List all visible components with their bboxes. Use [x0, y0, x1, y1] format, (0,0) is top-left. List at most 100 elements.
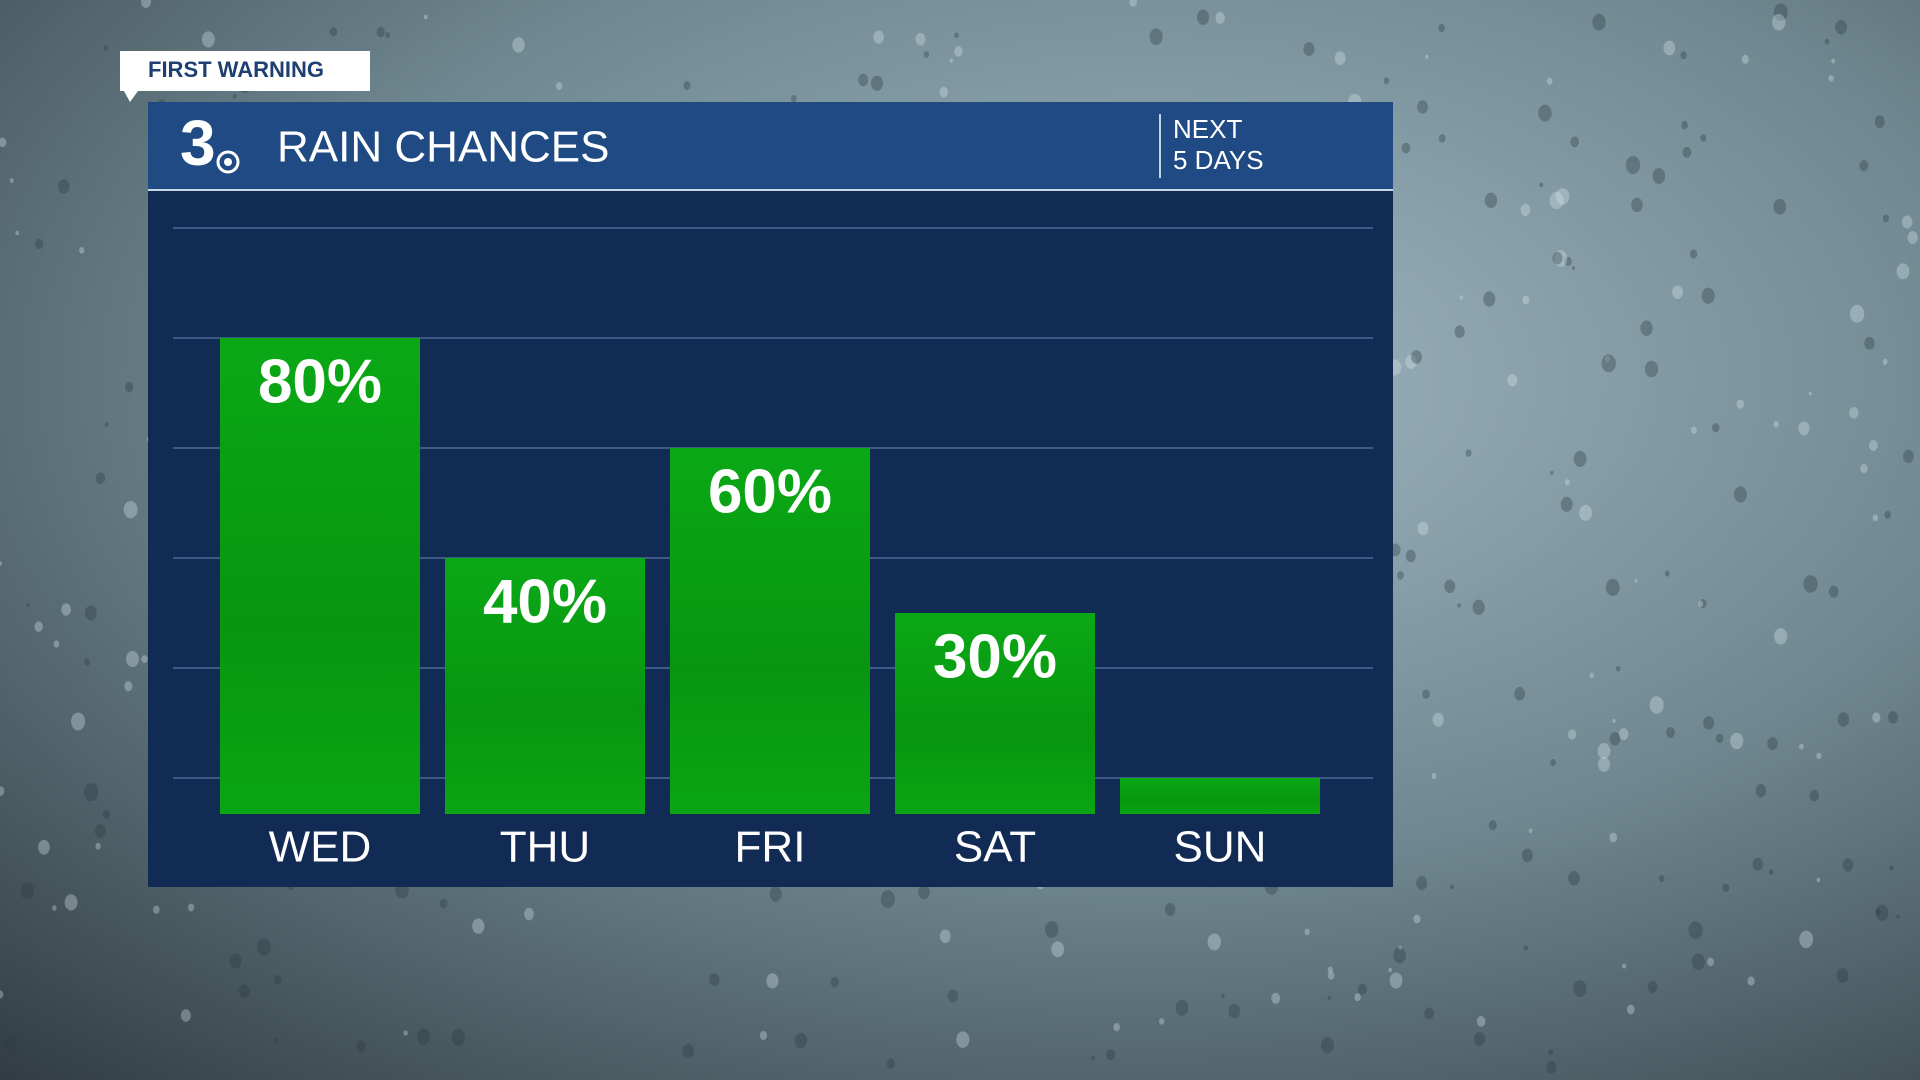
raindrop: [880, 890, 895, 908]
raindrop: [1592, 13, 1606, 31]
raindrop: [1573, 450, 1587, 467]
raindrop: [1538, 104, 1552, 122]
raindrop: [1767, 737, 1778, 751]
raindrop: [1884, 510, 1891, 519]
raindrop: [1889, 865, 1894, 871]
raindrop: [57, 179, 70, 194]
raindrop: [1472, 599, 1485, 615]
raindrop: [1568, 870, 1580, 886]
raindrop: [61, 603, 72, 616]
raindrop: [1903, 449, 1914, 464]
raindrop: [923, 51, 930, 58]
badge-text: FIRST WARNING: [148, 57, 324, 82]
raindrop: [15, 230, 20, 236]
raindrop: [1699, 599, 1707, 608]
raindrop: [1568, 729, 1577, 740]
raindrop: [439, 898, 448, 909]
raindrop: [1842, 858, 1854, 872]
raindrop: [0, 786, 5, 796]
raindrop: [1752, 857, 1764, 871]
raindrop: [956, 1031, 970, 1048]
raindrop: [53, 640, 60, 648]
raindrop: [1698, 600, 1704, 607]
raindrop: [1520, 203, 1531, 217]
raindrop: [1413, 914, 1421, 924]
raindrop: [1457, 603, 1461, 608]
raindrop: [1618, 728, 1629, 741]
raindrop: [102, 809, 111, 820]
x-tick-label: SAT: [954, 823, 1036, 872]
raindrop: [555, 81, 563, 91]
raindrop: [1849, 304, 1865, 323]
raindrop: [1658, 875, 1665, 882]
raindrop: [1809, 789, 1820, 802]
raindrop: [1773, 420, 1779, 428]
raindrop: [1736, 399, 1744, 409]
raindrop: [1882, 358, 1888, 365]
raindrop: [1354, 993, 1361, 1002]
raindrop: [1483, 291, 1496, 307]
raindrop: [26, 602, 30, 607]
raindrop: [1597, 742, 1611, 759]
raindrop: [153, 905, 160, 914]
raindrop: [939, 929, 951, 944]
raindrop: [918, 884, 930, 900]
raindrop: [1712, 423, 1720, 433]
raindrop: [1327, 995, 1332, 1001]
raindrop: [1548, 1049, 1554, 1056]
raindrop: [1816, 752, 1822, 760]
raindrop: [416, 1028, 431, 1045]
raindrop: [1405, 549, 1416, 563]
raindrop: [1571, 266, 1575, 271]
raindrop: [1755, 784, 1767, 798]
raindrop: [1609, 732, 1621, 746]
raindrop: [1609, 832, 1618, 843]
raindrop: [1450, 884, 1455, 890]
raindrop: [1773, 198, 1787, 215]
raindrop: [1405, 354, 1417, 369]
raindrop: [858, 73, 869, 87]
raindrop: [1859, 160, 1869, 172]
raindrop: [232, 93, 237, 99]
raindrop: [1560, 496, 1573, 512]
raindrop: [1358, 983, 1367, 995]
raindrop: [1612, 718, 1616, 724]
raindrop: [1388, 967, 1392, 973]
bar: [445, 558, 645, 814]
raindrop: [1175, 999, 1189, 1016]
value-label: 30%: [933, 622, 1057, 691]
raindrop: [256, 938, 271, 956]
chart-title: RAIN CHANCES: [277, 123, 610, 172]
raindrop: [451, 1029, 466, 1047]
raindrop: [1474, 1032, 1486, 1046]
raindrop: [79, 246, 85, 254]
raindrop: [1521, 848, 1533, 863]
raindrop: [95, 472, 106, 485]
raindrop: [1196, 9, 1210, 25]
raindrop: [1707, 957, 1715, 967]
raindrop: [1051, 941, 1065, 958]
raindrop: [1523, 944, 1529, 951]
raindrop: [1401, 142, 1411, 154]
raindrop: [1715, 733, 1724, 743]
raindrop: [1831, 58, 1836, 64]
raindrop: [1837, 712, 1850, 727]
header: [148, 102, 1393, 190]
raindrop: [1570, 136, 1579, 148]
raindrop: [1393, 947, 1406, 964]
raindrop: [886, 1058, 896, 1069]
raindrop: [1887, 711, 1899, 724]
raindrop: [1864, 336, 1875, 350]
raindrop: [1327, 966, 1333, 973]
raindrop: [1514, 687, 1526, 701]
raindrop: [1507, 373, 1518, 387]
raindrop: [0, 561, 3, 566]
raindrop: [1874, 115, 1885, 128]
bar: [220, 338, 420, 814]
raindrop: [766, 973, 779, 989]
raindrop: [84, 658, 90, 666]
raindrop: [1550, 758, 1556, 767]
raindrop: [873, 30, 884, 44]
raindrop: [1550, 470, 1554, 475]
